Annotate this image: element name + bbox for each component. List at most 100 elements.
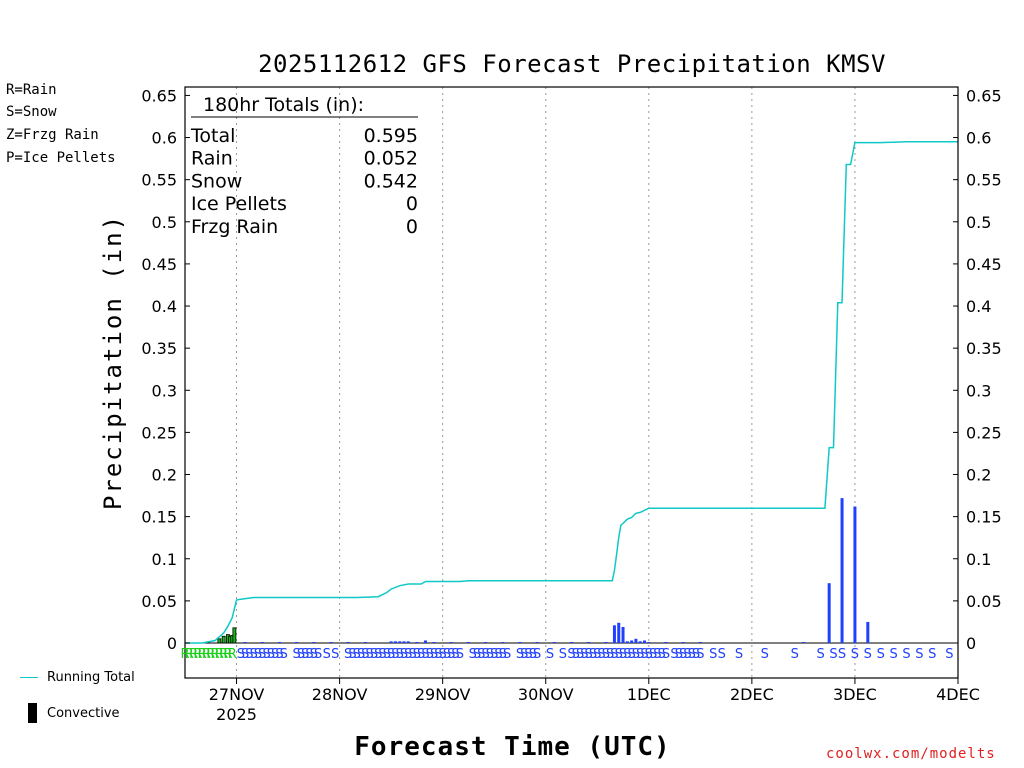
x-tick-label: 27NOV (209, 685, 265, 704)
chart-title: 2025112612 GFS Forecast Precipitation KM… (258, 50, 886, 78)
y-tick-label-right: 0.2 (966, 466, 991, 485)
y-tick-label-left: 0.05 (141, 592, 177, 611)
ptype-symbol-s: S (370, 647, 378, 662)
y-tick-label-right: 0.25 (966, 423, 1002, 442)
x-tick-label: 29NOV (415, 685, 471, 704)
series (185, 141, 958, 644)
ptype-symbol-s: S (915, 647, 923, 662)
ptype-symbol-s: S (271, 647, 279, 662)
x-tick-sublabel: 2025 (216, 705, 257, 724)
x-tick-label: 2DEC (730, 685, 774, 704)
precip-bar-1-9 (393, 641, 397, 643)
totals-row-label: Ice Pellets (191, 193, 287, 215)
totals-box: 180hr Totals (in): Total 0.595 Rain 0.052 Sno… (190, 94, 418, 238)
ptype-symbol-s: S (627, 647, 635, 662)
ptype-symbol-s: S (361, 647, 369, 662)
ptype-symbol-s: S (864, 647, 872, 662)
legend-running-total-label: Running Total (47, 670, 135, 685)
legend-running-total-swatch (20, 677, 38, 678)
ptype-symbol-s: S (245, 647, 253, 662)
precip-bar-1-32 (638, 641, 642, 643)
credit-text: coolwx.com/modelts (826, 746, 996, 762)
ptype-symbol-r: R (215, 647, 224, 662)
y-tick-label-right: 0.15 (966, 508, 1002, 527)
ptype-symbol-s: S (250, 647, 258, 662)
precip-bar-1-1 (260, 642, 264, 643)
precip-bar-1-40 (840, 498, 844, 643)
ptype-symbol-s: S (447, 647, 455, 662)
ptype-symbol-s: S (602, 647, 610, 662)
ptype-symbol-s: S (529, 647, 537, 662)
ptype-symbol-r: R (189, 647, 198, 662)
ptype-symbol-r: R (219, 647, 228, 662)
precip-bar-1-38 (801, 642, 805, 643)
totals-heading: 180hr Totals (in): (203, 94, 364, 116)
y-tick-label-right: 0 (966, 634, 976, 653)
precip-bar-0-0 (217, 638, 222, 644)
y-tick-label-left: 0.45 (141, 255, 177, 274)
ptype-symbol-s: S (469, 647, 477, 662)
totals-row-label: Total (190, 125, 235, 147)
totals-row-value: 0 (406, 216, 418, 238)
precip-bar-1-34 (647, 642, 651, 643)
ptype-symbol-s: S (421, 647, 429, 662)
ptype-symbol-s: S (945, 647, 953, 662)
precip-bar-1-18 (484, 642, 488, 643)
axes: 0 00.05 0.050.1 0.10.15 0.150.2 0.20.25 0.250.… (141, 86, 1002, 724)
ptype-symbol-s: S (408, 647, 416, 662)
ptype-symbol-s: S (383, 647, 391, 662)
precip-bar-1-12 (406, 641, 410, 643)
ptype-symbol-s: S (589, 647, 597, 662)
ptype-key-ice-pellets: P=Ice Pellets (6, 150, 116, 166)
ptype-symbol-s: S (735, 647, 743, 662)
ptype-symbol-s: S (477, 647, 485, 662)
precip-bar-1-16 (449, 642, 453, 643)
ptype-symbol-s: S (348, 647, 356, 662)
ptype-symbol-s: S (709, 647, 717, 662)
ptype-symbol-s: S (645, 647, 653, 662)
ptype-symbol-s: S (366, 647, 374, 662)
ptype-symbol-s: S (623, 647, 631, 662)
ptype-symbol-s: S (593, 647, 601, 662)
ptype-symbol-s: S (396, 647, 404, 662)
ptype-symbol-s: S (640, 647, 648, 662)
ptype-symbol-s: S (576, 647, 584, 662)
ptype-symbol-s: S (567, 647, 575, 662)
y-tick-label-left: 0.55 (141, 171, 177, 190)
ptype-key-rain: R=Rain (6, 82, 57, 98)
precip-bar-1-22 (552, 642, 556, 643)
ptype-symbol-s: S (310, 647, 318, 662)
ptype-symbol-r: R (180, 647, 189, 662)
ptype-symbol-s: S (658, 647, 666, 662)
y-tick-label-right: 0.3 (966, 381, 991, 400)
ptype-symbol-s: S (443, 647, 451, 662)
x-tick-label: 4DEC (936, 685, 980, 704)
ptype-symbol-s: S (679, 647, 687, 662)
x-tick-label: 3DEC (833, 685, 877, 704)
totals-row-value: 0.542 (364, 170, 418, 192)
ptype-symbol-s: S (391, 647, 399, 662)
ptype-symbol-s: S (615, 647, 623, 662)
running-total-line (185, 141, 958, 644)
ptype-symbol-r: R (211, 647, 220, 662)
precip-bar-1-2 (277, 642, 281, 643)
ptype-symbol-s: S (928, 647, 936, 662)
precip-bar-1-17 (466, 642, 470, 643)
y-tick-label-left: 0 (167, 634, 177, 653)
ptype-symbol-s: S (670, 647, 678, 662)
precip-bar-1-11 (402, 641, 406, 643)
ptype-symbol-s: S (533, 647, 541, 662)
ptype-symbol-s: S (473, 647, 481, 662)
precip-bar-0-5 (232, 627, 237, 644)
precip-bar-1-4 (312, 642, 316, 643)
precip-bar-1-15 (432, 642, 436, 643)
precip-bar-1-14 (423, 640, 427, 643)
ptype-symbol-s: S (610, 647, 618, 662)
precip-bar-1-36 (681, 642, 685, 643)
y-tick-label-left: 0.6 (152, 129, 177, 148)
ptype-symbol-s: S (889, 647, 897, 662)
ptype-symbol-s: S (344, 647, 352, 662)
precip-bar-1-31 (634, 638, 638, 643)
totals-row-label: Frzg Rain (191, 216, 278, 238)
